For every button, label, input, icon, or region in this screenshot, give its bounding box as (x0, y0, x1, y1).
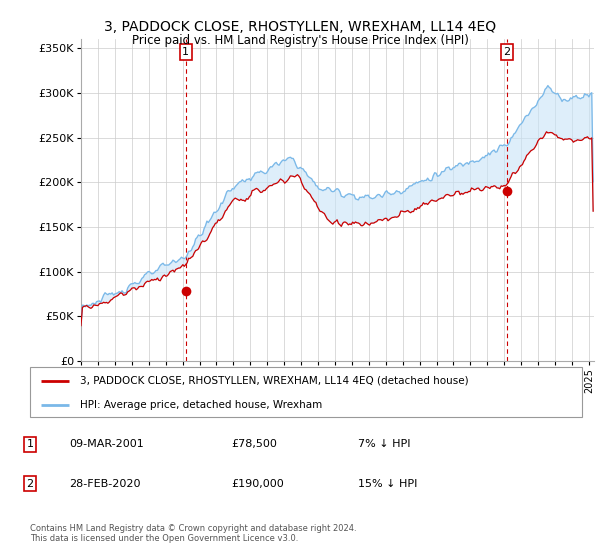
Text: £190,000: £190,000 (231, 479, 284, 488)
Text: HPI: Average price, detached house, Wrexham: HPI: Average price, detached house, Wrex… (80, 400, 322, 409)
Text: 28-FEB-2020: 28-FEB-2020 (70, 479, 141, 488)
Text: 1: 1 (26, 440, 34, 449)
Text: Contains HM Land Registry data © Crown copyright and database right 2024.
This d: Contains HM Land Registry data © Crown c… (30, 524, 356, 543)
Text: 09-MAR-2001: 09-MAR-2001 (70, 440, 145, 449)
Text: 3, PADDOCK CLOSE, RHOSTYLLEN, WREXHAM, LL14 4EQ (detached house): 3, PADDOCK CLOSE, RHOSTYLLEN, WREXHAM, L… (80, 376, 469, 386)
Text: 15% ↓ HPI: 15% ↓ HPI (358, 479, 417, 488)
Text: 2: 2 (503, 47, 511, 57)
Text: £78,500: £78,500 (231, 440, 277, 449)
Text: 1: 1 (182, 47, 190, 57)
Text: 2: 2 (26, 479, 34, 488)
Text: Price paid vs. HM Land Registry's House Price Index (HPI): Price paid vs. HM Land Registry's House … (131, 34, 469, 46)
Text: 3, PADDOCK CLOSE, RHOSTYLLEN, WREXHAM, LL14 4EQ: 3, PADDOCK CLOSE, RHOSTYLLEN, WREXHAM, L… (104, 20, 496, 34)
Text: 7% ↓ HPI: 7% ↓ HPI (358, 440, 410, 449)
